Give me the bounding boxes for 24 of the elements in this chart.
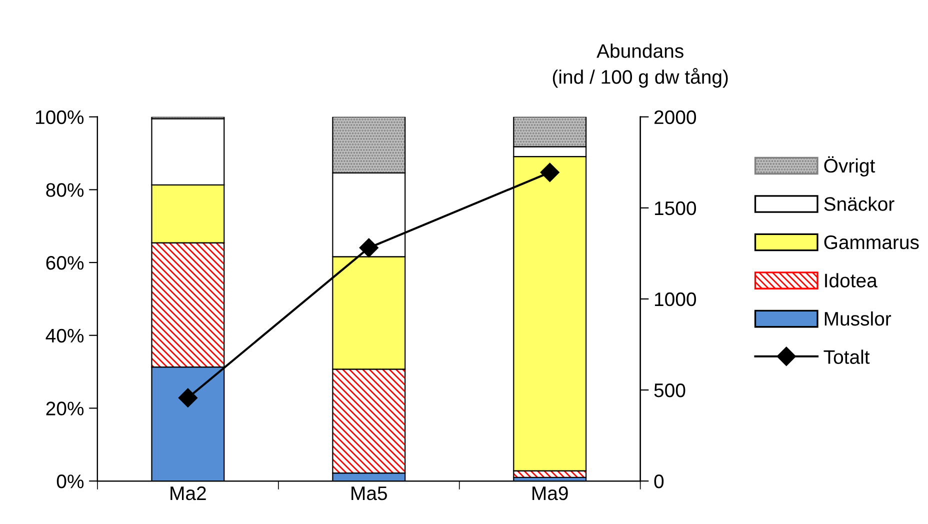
y-tick-label: 80% [46, 183, 84, 197]
legend-label: Idotea [825, 273, 878, 288]
legend-label: Övrigt [824, 156, 876, 177]
y-tick-label: 20% [46, 402, 84, 416]
x-tick-label: Ma9 [532, 486, 568, 500]
y2-tick-label: 0 [654, 474, 664, 488]
y-tick-label: 40% [46, 328, 84, 343]
point [178, 388, 198, 408]
y-tick-label: 60% [46, 256, 84, 270]
legend-label: Snäckor [824, 196, 894, 211]
legend-label: Totalt [824, 350, 870, 364]
y2-tick-label: 1000 [654, 292, 696, 306]
y2-tick-label: 2000 [654, 110, 696, 124]
legend-label: Musslor [824, 311, 892, 326]
point [540, 162, 560, 182]
y-tick-label: 0% [56, 474, 84, 488]
y2-tick-label: 1500 [654, 201, 696, 216]
point [359, 238, 378, 258]
x-tick-label: Ma2 [170, 486, 206, 500]
x-tick-label: Ma5 [352, 486, 387, 500]
y2-tick-label: 500 [654, 383, 686, 398]
legend-label: Gammarus [824, 235, 919, 250]
y-tick-label: 100% [36, 110, 84, 124]
y2-axis-title: Abundans (ind / 100 g dw tång) [552, 44, 728, 88]
